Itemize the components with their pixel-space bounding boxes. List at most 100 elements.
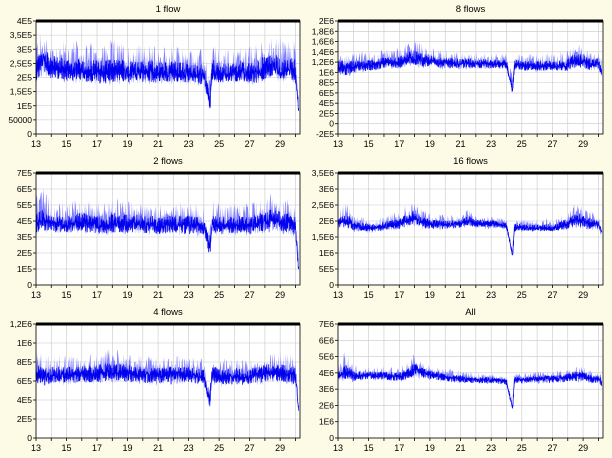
series-envelope — [36, 349, 299, 410]
series-line — [337, 210, 603, 256]
x-tick-label: 23 — [184, 290, 194, 300]
x-tick-label: 19 — [123, 139, 133, 149]
y-tick-label: 2,5E5 — [10, 58, 32, 68]
x-tick-label: 27 — [245, 443, 255, 453]
y-tick-label: 50000 — [8, 115, 32, 125]
y-tick-label: 5E5 — [17, 200, 32, 210]
y-tick-label: 1E6 — [319, 248, 334, 258]
y-tick-label: 1,5E6 — [312, 232, 334, 242]
x-tick-label: 25 — [214, 290, 224, 300]
y-tick-label: 6E5 — [17, 184, 32, 194]
y-tick-label: 2E5 — [17, 248, 32, 258]
y-tick-label: 7E6 — [319, 319, 334, 329]
x-tick-label: 13 — [31, 139, 41, 149]
plot-area — [338, 21, 603, 134]
y-tick-label: 1E6 — [319, 67, 334, 77]
x-tick-label: 15 — [364, 443, 374, 453]
y-tick-label: 1,4E6 — [312, 47, 334, 57]
y-tick-label: 6E5 — [17, 376, 32, 386]
y-tick-label: 5E6 — [319, 352, 334, 362]
x-tick-label: 17 — [394, 443, 404, 453]
x-tick-label: 15 — [62, 139, 72, 149]
x-tick-label: 17 — [394, 290, 404, 300]
x-tick-label: 13 — [333, 139, 343, 149]
x-tick-label: 21 — [456, 290, 466, 300]
chart-panel: 0 2E5 4E5 6E5 8E5 1E6 1,2E6 13 15 17 19 21 23 25 27 29 4… — [10, 307, 301, 453]
x-tick-label: 17 — [92, 443, 102, 453]
y-tick-label: 1E6 — [319, 417, 334, 427]
y-tick-label: 2,5E6 — [312, 200, 334, 210]
y-tick-label: 4E5 — [17, 395, 32, 405]
x-tick-label: 15 — [62, 290, 72, 300]
x-tick-label: 19 — [123, 443, 133, 453]
x-tick-label: 25 — [214, 443, 224, 453]
y-tick-label: 5E5 — [319, 264, 334, 274]
x-tick-label: 29 — [275, 290, 285, 300]
y-tick-label: 3,5E6 — [312, 168, 334, 178]
x-tick-label: 13 — [333, 290, 343, 300]
y-tick-label: 4E5 — [17, 16, 32, 26]
y-tick-label: 2E6 — [319, 400, 334, 410]
y-tick-label: 1,2E6 — [10, 319, 32, 329]
chart-panel: 0 1E5 2E5 3E5 4E5 5E5 6E5 7E5 13 15 17 19 21 23 25 27 29… — [17, 156, 301, 300]
x-tick-label: 29 — [275, 443, 285, 453]
x-tick-label: 27 — [245, 139, 255, 149]
chart-title: 8 flows — [456, 4, 486, 15]
x-tick-label: 19 — [425, 290, 435, 300]
y-tick-label: 4E5 — [319, 98, 334, 108]
x-tick-label: 13 — [333, 443, 343, 453]
y-tick-label: 7E5 — [17, 168, 32, 178]
y-tick-label: 8E5 — [17, 357, 32, 367]
x-tick-label: 17 — [92, 290, 102, 300]
x-tick-label: 29 — [578, 139, 588, 149]
y-tick-label: 3,5E5 — [10, 30, 32, 40]
y-tick-label: 2E5 — [17, 73, 32, 83]
chart-title: 1 flow — [156, 4, 181, 15]
y-tick-label: 2E5 — [17, 414, 32, 424]
y-tick-label: -2E5 — [316, 129, 334, 139]
x-tick-label: 29 — [578, 290, 588, 300]
y-tick-label: 0 — [27, 129, 32, 139]
y-tick-label: 1E6 — [17, 338, 32, 348]
x-tick-label: 19 — [425, 443, 435, 453]
x-tick-label: 17 — [394, 139, 404, 149]
series-line — [337, 50, 603, 92]
x-tick-label: 21 — [456, 139, 466, 149]
x-tick-label: 25 — [517, 290, 527, 300]
x-tick-label: 13 — [31, 290, 41, 300]
chart-panel: 0 5E5 1E6 1,5E6 2E6 2,5E6 3E6 3,5E6 13 15 17 19 21 23… — [312, 156, 604, 300]
x-tick-label: 25 — [517, 443, 527, 453]
x-tick-label: 29 — [275, 139, 285, 149]
x-tick-label: 21 — [456, 443, 466, 453]
y-tick-label: 2E6 — [319, 216, 334, 226]
series-line — [35, 363, 300, 411]
x-tick-label: 27 — [547, 139, 557, 149]
y-tick-label: 6E5 — [319, 88, 334, 98]
x-tick-label: 15 — [364, 290, 374, 300]
x-tick-label: 21 — [153, 290, 163, 300]
x-tick-label: 17 — [92, 139, 102, 149]
chart-title: 2 flows — [153, 156, 183, 167]
x-tick-label: 27 — [245, 290, 255, 300]
x-tick-label: 21 — [153, 139, 163, 149]
x-tick-label: 15 — [364, 139, 374, 149]
x-tick-label: 19 — [123, 290, 133, 300]
y-tick-label: 4E5 — [17, 216, 32, 226]
y-tick-label: 3E6 — [319, 184, 334, 194]
chart-title: All — [465, 307, 476, 318]
y-tick-label: 0 — [329, 433, 334, 443]
y-tick-label: 3E5 — [17, 232, 32, 242]
y-tick-label: 1,5E5 — [10, 87, 32, 97]
x-tick-label: 27 — [547, 443, 557, 453]
series-line — [35, 52, 300, 111]
y-tick-label: 4E6 — [319, 368, 334, 378]
chart-panel: -2E502E54E56E58E51E61,2E61,4E61,6E61,8E6… — [312, 4, 604, 149]
y-tick-label: 1,6E6 — [312, 37, 334, 47]
x-tick-label: 23 — [184, 443, 194, 453]
y-tick-label: 1E5 — [17, 101, 32, 111]
y-tick-label: 1,8E6 — [312, 26, 334, 36]
x-tick-label: 21 — [153, 443, 163, 453]
y-tick-label: 0 — [27, 280, 32, 290]
series-line — [35, 209, 300, 270]
